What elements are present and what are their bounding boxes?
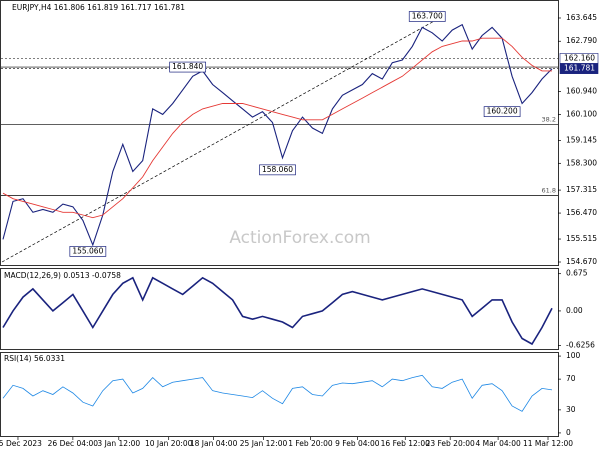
x-tick-label: 11 Mar 12:00 bbox=[523, 439, 573, 448]
x-tick-label: 3 Jan 12:00 bbox=[97, 439, 140, 448]
annotation-box bbox=[408, 11, 446, 22]
macd-panel bbox=[0, 268, 559, 350]
annotation-box bbox=[483, 106, 521, 118]
x-tick-label: 23 Feb 20:00 bbox=[426, 439, 475, 448]
annotation-box bbox=[169, 61, 207, 73]
x-tick-label: 1 Feb 20:00 bbox=[288, 439, 333, 448]
macd-line bbox=[2, 276, 553, 346]
annotation-label: 158.060 bbox=[262, 165, 293, 174]
fib-label: 61.8 bbox=[542, 186, 556, 194]
annotation-label: 160.200 bbox=[487, 107, 518, 116]
fib-label: 38.2 bbox=[542, 116, 556, 124]
y-tick-label: 163.645 bbox=[566, 13, 597, 22]
annotation-label: 161.840 bbox=[172, 62, 203, 71]
rsi-line bbox=[2, 374, 553, 412]
x-tick-label: 26 Dec 04:00 bbox=[48, 439, 99, 448]
x-tick-label: 18 Jan 04:00 bbox=[190, 439, 238, 448]
price-line bbox=[2, 23, 553, 247]
y-tick-label: 156.470 bbox=[566, 208, 597, 217]
marker-label: 162.160 bbox=[564, 53, 595, 62]
annotation-box bbox=[69, 246, 107, 257]
annotation-box bbox=[259, 164, 296, 176]
y-tick-label: 70 bbox=[566, 374, 576, 383]
price-line bbox=[2, 37, 552, 219]
x-tick-label: 10 Jan 20:00 bbox=[145, 439, 193, 448]
rsi-title: RSI(14) 56.0331 bbox=[4, 354, 65, 363]
trend-line bbox=[1, 14, 446, 263]
x-tick-label: 15 Dec 2023 bbox=[0, 439, 42, 448]
y-tick-label: -0.6256 bbox=[566, 340, 595, 349]
y-tick-label: 160.100 bbox=[566, 109, 597, 118]
marker-box bbox=[559, 53, 599, 64]
y-tick-label: 162.790 bbox=[566, 36, 597, 45]
x-tick-label: 9 Feb 04:00 bbox=[335, 439, 380, 448]
y-tick-label: 155.515 bbox=[566, 234, 597, 243]
price-panel bbox=[0, 0, 559, 266]
y-tick-label: 30 bbox=[566, 405, 576, 414]
y-tick-label: 100 bbox=[566, 351, 581, 360]
marker-box bbox=[559, 63, 599, 74]
annotation-label: 155.060 bbox=[72, 246, 103, 255]
x-tick-label: 4 Mar 04:00 bbox=[475, 439, 521, 448]
y-tick-label: 160.940 bbox=[566, 87, 597, 96]
chart-title: EURJPY,H4 161.806 161.819 161.717 161.78… bbox=[12, 3, 185, 12]
y-tick-label: 154.670 bbox=[566, 257, 597, 266]
macd-title: MACD(12,26,9) 0.0513 -0.0758 bbox=[4, 271, 121, 280]
y-tick-label: 0 bbox=[566, 428, 571, 437]
marker-label: 161.781 bbox=[564, 64, 595, 73]
watermark: ActionForex.com bbox=[229, 228, 370, 248]
y-tick-label: 158.300 bbox=[566, 158, 597, 167]
x-tick-label: 16 Feb 12:00 bbox=[381, 439, 430, 448]
rsi-panel bbox=[0, 352, 559, 437]
x-tick-label: 25 Jan 12:00 bbox=[240, 439, 288, 448]
y-tick-label: 0.675 bbox=[566, 269, 588, 278]
y-tick-label: 0.00 bbox=[566, 306, 583, 315]
y-tick-label: 157.315 bbox=[566, 185, 597, 194]
y-tick-label: 159.145 bbox=[566, 135, 597, 144]
annotation-label: 163.700 bbox=[412, 11, 443, 20]
